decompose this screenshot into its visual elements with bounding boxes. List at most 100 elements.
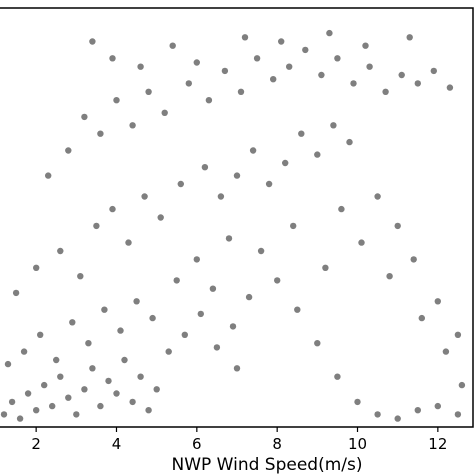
- data-point: [225, 235, 233, 242]
- data-point: [153, 386, 160, 393]
- data-point: [133, 298, 140, 305]
- data-point: [229, 323, 237, 330]
- x-tick-label: 2: [31, 435, 41, 453]
- data-point: [314, 340, 321, 347]
- data-point: [338, 205, 345, 213]
- data-point: [410, 256, 417, 263]
- data-point: [41, 381, 48, 389]
- data-point: [33, 264, 40, 271]
- data-point: [434, 298, 441, 305]
- data-point: [16, 415, 24, 422]
- data-point: [121, 356, 128, 364]
- data-point: [53, 356, 60, 364]
- data-point: [77, 273, 84, 280]
- data-point: [161, 109, 168, 117]
- data-point: [366, 63, 373, 70]
- data-point: [209, 285, 217, 292]
- data-point: [125, 239, 132, 246]
- data-point: [89, 38, 96, 45]
- data-point: [129, 398, 136, 406]
- data-point: [346, 138, 353, 146]
- data-point: [374, 193, 381, 200]
- data-point: [434, 402, 441, 410]
- data-point: [105, 377, 112, 385]
- data-point: [165, 348, 172, 355]
- data-point: [65, 147, 72, 154]
- data-point: [298, 130, 305, 137]
- data-point: [113, 97, 120, 104]
- data-point: [442, 348, 450, 355]
- data-point: [414, 80, 421, 87]
- data-point: [8, 398, 16, 406]
- data-point: [454, 411, 462, 418]
- x-tick-label: 4: [112, 435, 122, 453]
- data-point: [137, 373, 144, 380]
- data-point: [302, 46, 309, 54]
- data-point: [446, 84, 454, 91]
- data-point: [69, 319, 76, 326]
- data-point: [394, 222, 401, 230]
- data-point: [221, 67, 229, 75]
- data-point: [245, 293, 253, 301]
- data-point: [137, 63, 144, 70]
- data-point: [81, 386, 88, 393]
- data-point: [129, 122, 136, 129]
- plot-frame: [0, 7, 474, 428]
- data-point: [4, 360, 12, 368]
- data-point: [109, 205, 116, 213]
- data-point: [201, 164, 209, 171]
- data-point: [24, 390, 32, 397]
- data-point: [173, 277, 180, 284]
- data-point: [217, 193, 225, 200]
- data-point: [113, 390, 120, 397]
- data-point: [358, 239, 365, 246]
- data-point: [233, 365, 241, 372]
- data-point: [454, 331, 462, 338]
- data-point: [265, 180, 273, 188]
- data-point: [101, 306, 108, 313]
- data-point: [278, 38, 285, 45]
- data-point: [418, 314, 425, 322]
- data-point: [109, 55, 116, 62]
- data-point: [20, 348, 28, 355]
- data-point: [12, 289, 20, 297]
- data-point: [290, 222, 297, 230]
- data-point: [406, 34, 413, 41]
- data-point: [334, 55, 341, 62]
- data-point: [330, 122, 337, 129]
- data-point: [93, 222, 100, 230]
- data-point: [270, 76, 277, 83]
- data-point: [117, 327, 124, 334]
- x-tick-label: 10: [348, 435, 367, 453]
- data-point: [282, 159, 289, 167]
- data-point: [0, 411, 8, 418]
- data-point: [354, 398, 361, 406]
- data-point: [169, 42, 176, 49]
- data-point: [398, 71, 405, 79]
- data-point: [233, 172, 241, 179]
- data-point: [65, 394, 72, 401]
- data-point: [197, 310, 204, 318]
- scatter-points: [0, 29, 466, 422]
- data-point: [97, 402, 104, 410]
- x-tick-label: 12: [428, 435, 447, 453]
- data-point: [205, 97, 213, 104]
- data-point: [185, 80, 192, 87]
- data-point: [177, 180, 184, 188]
- data-point: [145, 88, 152, 96]
- data-point: [181, 331, 188, 338]
- data-point: [57, 247, 64, 255]
- data-point: [362, 42, 369, 49]
- data-point: [253, 55, 261, 62]
- data-point: [382, 88, 389, 96]
- data-point: [386, 273, 393, 280]
- data-point: [37, 331, 44, 338]
- data-point: [45, 172, 52, 179]
- data-point: [374, 411, 381, 418]
- data-point: [257, 247, 265, 255]
- data-point: [49, 402, 56, 410]
- x-tick-label: 8: [272, 435, 282, 453]
- data-point: [193, 59, 200, 66]
- data-point: [430, 67, 437, 75]
